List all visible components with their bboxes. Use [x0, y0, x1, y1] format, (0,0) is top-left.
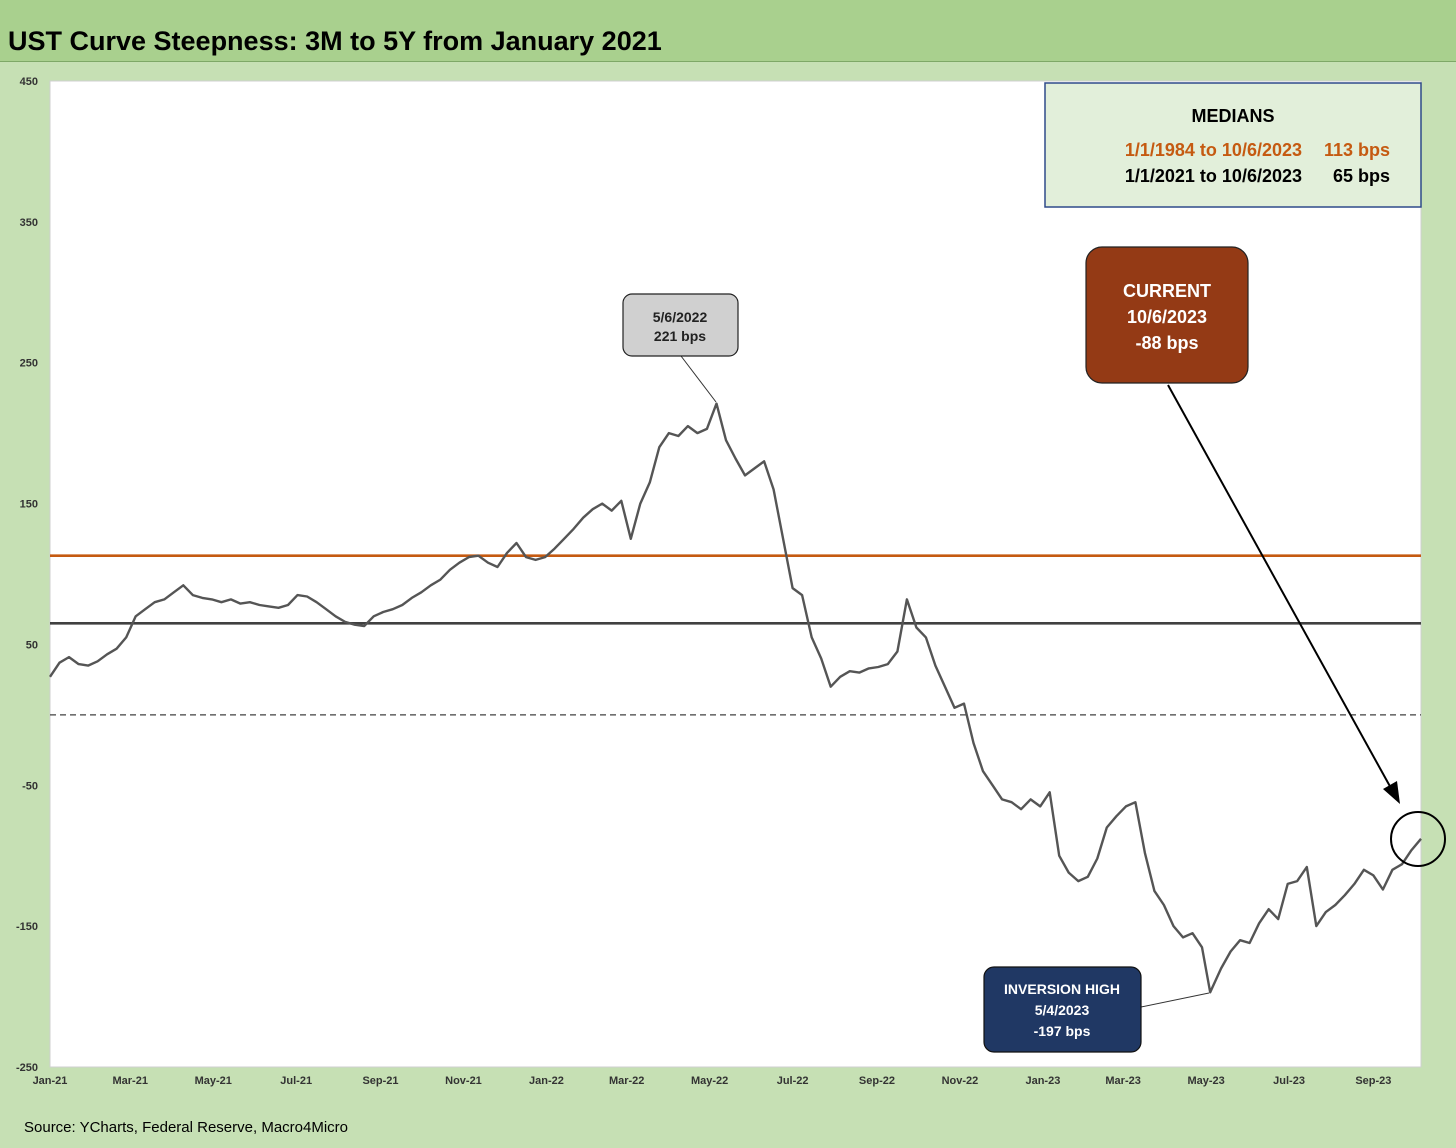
- x-tick-label: Jan-21: [33, 1075, 68, 1087]
- x-tick-label: May-21: [195, 1075, 232, 1087]
- x-tick-label: May-23: [1187, 1075, 1224, 1087]
- y-axis: 450 350 250 150 50 -50 -150 -250: [16, 76, 38, 1074]
- y-tick-label: -150: [16, 921, 38, 933]
- inversion-date: 5/4/2023: [1035, 1002, 1090, 1018]
- x-tick-label: May-22: [691, 1075, 728, 1087]
- medians-box: MEDIANS 1/1/1984 to 10/6/2023 113 bps 1/…: [1044, 82, 1422, 208]
- series-line: [49, 402, 1422, 994]
- peak-callout: 5/6/2022 221 bps: [622, 293, 739, 403]
- current-date: 10/6/2023: [1127, 307, 1207, 327]
- x-tick-label: Sep-22: [859, 1075, 895, 1087]
- medians-heading: MEDIANS: [1191, 106, 1274, 126]
- current-callout: CURRENT 10/6/2023 -88 bps: [1085, 246, 1446, 867]
- median-long-value: 113 bps: [1324, 140, 1390, 160]
- y-tick-label: 250: [20, 358, 38, 370]
- median-short-period: 1/1/2021 to 10/6/2023: [1125, 166, 1302, 186]
- x-tick-label: Jul-22: [777, 1075, 809, 1087]
- title-bar: UST Curve Steepness: 3M to 5Y from Janua…: [0, 0, 1456, 62]
- x-tick-label: Jan-23: [1025, 1075, 1060, 1087]
- y-tick-label: -50: [22, 780, 38, 792]
- reference-lines: [50, 554, 1421, 716]
- current-label: CURRENT: [1123, 281, 1211, 301]
- peak-date: 5/6/2022: [653, 309, 708, 325]
- inversion-value: -197 bps: [1034, 1023, 1091, 1039]
- median-long-period: 1/1/1984 to 10/6/2023: [1125, 140, 1302, 160]
- median-short-value: 65 bps: [1333, 166, 1390, 186]
- chart-title: UST Curve Steepness: 3M to 5Y from Janua…: [8, 26, 662, 56]
- current-value: -88 bps: [1135, 333, 1198, 353]
- x-tick-label: Sep-21: [362, 1075, 398, 1087]
- current-arrowhead: [1383, 781, 1400, 804]
- source-note: Source: YCharts, Federal Reserve, Macro4…: [24, 1119, 349, 1136]
- current-circle: [1390, 811, 1446, 867]
- x-tick-label: Nov-22: [942, 1075, 979, 1087]
- x-tick-label: Mar-22: [609, 1075, 644, 1087]
- peak-value: 221 bps: [654, 328, 706, 344]
- x-tick-label: Nov-21: [445, 1075, 482, 1087]
- inversion-callout: INVERSION HIGH 5/4/2023 -197 bps: [983, 966, 1210, 1053]
- y-tick-label: 350: [20, 217, 38, 229]
- x-tick-label: Jul-21: [280, 1075, 312, 1087]
- y-tick-label: -250: [16, 1062, 38, 1074]
- inversion-label: INVERSION HIGH: [1004, 981, 1120, 997]
- x-tick-label: Jan-22: [529, 1075, 564, 1087]
- y-tick-label: 450: [20, 76, 38, 88]
- x-tick-label: Mar-23: [1105, 1075, 1140, 1087]
- x-axis: Jan-21 Mar-21 May-21 Jul-21 Sep-21 Nov-21 Jan-…: [33, 1075, 1392, 1087]
- plot-area: [49, 80, 1422, 1068]
- y-tick-label: 150: [20, 499, 38, 511]
- y-tick-label: 50: [26, 639, 38, 651]
- x-tick-label: Mar-21: [113, 1075, 148, 1087]
- x-tick-label: Jul-23: [1273, 1075, 1305, 1087]
- x-tick-label: Sep-23: [1355, 1075, 1391, 1087]
